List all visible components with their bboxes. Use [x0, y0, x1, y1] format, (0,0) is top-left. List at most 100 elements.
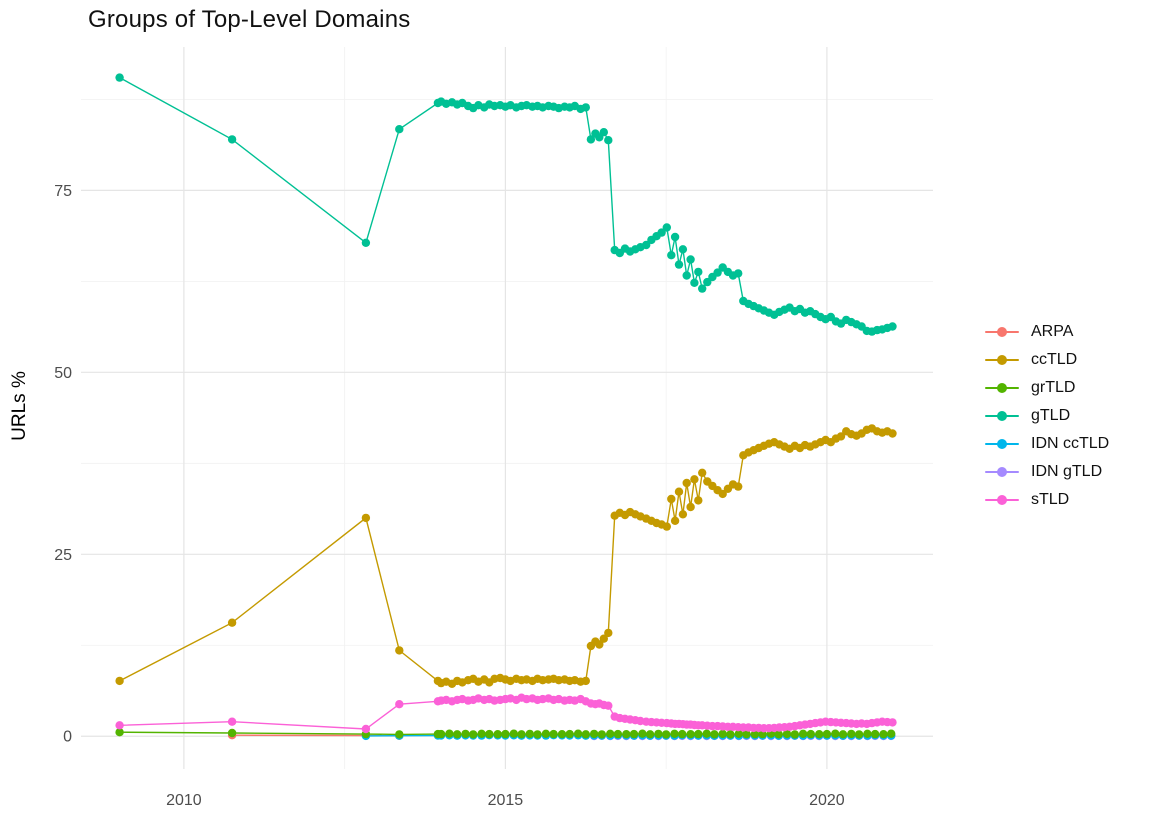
series-line-gTLD: [119, 76, 893, 333]
series-point-ccTLD: [836, 432, 846, 441]
series-point-gTLD: [670, 232, 680, 242]
series-point-grTLD: [694, 729, 703, 739]
legend-label-ccTLD: ccTLD: [1031, 351, 1078, 368]
series-point-ccTLD: [599, 634, 608, 643]
series-point-ccTLD: [888, 429, 897, 438]
series-point-grTLD: [718, 729, 727, 739]
series-point-grTLD: [734, 729, 743, 738]
series-point-grTLD: [702, 729, 711, 738]
series-point-ccTLD: [686, 502, 695, 512]
legend-item-grTLD: grTLD: [985, 374, 1109, 402]
legend-item-ccTLD: ccTLD: [985, 346, 1109, 374]
legend-key-icon-sTLD: [985, 495, 1019, 505]
series-point-grTLD: [533, 730, 542, 739]
series-point-grTLD: [477, 729, 486, 738]
series-point-sTLD: [888, 718, 897, 727]
legend-label-IDN-gTLD: IDN gTLD: [1031, 463, 1103, 480]
legend-label-gTLD: gTLD: [1031, 407, 1071, 424]
series-point-grTLD: [613, 729, 623, 739]
series-point-grTLD: [557, 730, 567, 739]
series-point-grTLD: [847, 729, 856, 739]
series-point-ccTLD: [581, 676, 590, 686]
series-point-gTLD: [686, 255, 695, 264]
series-grTLD: [115, 728, 896, 739]
series-point-grTLD: [469, 730, 478, 739]
series-point-grTLD: [509, 729, 518, 738]
series-point-ccTLD: [734, 482, 743, 491]
legend-item-sTLD: sTLD: [985, 486, 1109, 514]
series-point-grTLD: [661, 730, 671, 739]
series-point-ccTLD: [662, 522, 671, 531]
series-point-grTLD: [806, 729, 815, 739]
series-point-grTLD: [115, 728, 124, 737]
series-point-grTLD: [493, 730, 502, 739]
x-tick-label: 2015: [488, 792, 524, 809]
series-point-grTLD: [838, 730, 848, 739]
x-axis-tick-labels: 2010 2015 2020: [166, 792, 845, 809]
series-point-gTLD: [703, 277, 712, 287]
series-point-grTLD: [887, 729, 896, 738]
series-point-grTLD: [549, 729, 558, 739]
series-point-ccTLD: [698, 468, 707, 477]
series-point-grTLD: [686, 730, 695, 739]
series-point-ccTLD: [674, 487, 684, 496]
series-point-gTLD: [888, 322, 897, 331]
series-point-grTLD: [863, 729, 872, 738]
grid-minor: [81, 47, 933, 769]
series-point-grTLD: [589, 729, 599, 739]
series-point-ccTLD: [678, 510, 688, 519]
series-point-gTLD: [667, 251, 676, 260]
series-point-grTLD: [565, 729, 574, 739]
legend: ARPA ccTLD grTLD gTLD IDN ccTLD IDN gTLD sTLD: [985, 318, 1109, 514]
grid-major: [81, 47, 933, 769]
series-point-grTLD: [436, 729, 446, 739]
series-point-grTLD: [710, 730, 719, 739]
series-point-ccTLD: [395, 646, 404, 655]
series-point-grTLD: [501, 729, 510, 739]
series-point-ccTLD: [227, 618, 237, 627]
series-point-ccTLD: [682, 478, 691, 488]
y-tick-label: 25: [54, 547, 72, 564]
legend-item-IDN-ccTLD: IDN ccTLD: [985, 430, 1109, 458]
series-point-grTLD: [870, 729, 880, 739]
series-point-grTLD: [815, 730, 824, 739]
series-point-gTLD: [599, 128, 608, 137]
y-axis-tick-labels: 0 25 50 75: [54, 183, 72, 746]
series-point-ccTLD: [694, 496, 703, 505]
series-point-grTLD: [629, 729, 639, 739]
series-point-ccTLD: [667, 494, 676, 504]
series-point-ccTLD: [718, 489, 727, 499]
series-point-sTLD: [115, 721, 124, 730]
series-point-gTLD: [604, 136, 613, 145]
legend-label-sTLD: sTLD: [1031, 491, 1070, 508]
series-point-grTLD: [654, 729, 663, 739]
series-point-grTLD: [782, 729, 792, 739]
series-point-grTLD: [581, 730, 590, 739]
series-point-gTLD: [657, 228, 666, 237]
series-point-ccTLD: [690, 475, 699, 484]
series-point-ccTLD: [115, 676, 124, 686]
legend-key-icon-ccTLD: [985, 355, 1019, 365]
series-point-grTLD: [854, 730, 864, 739]
series-point-gTLD: [678, 245, 688, 254]
x-tick-label: 2020: [809, 792, 845, 809]
series-point-grTLD: [774, 730, 783, 739]
series-point-gTLD: [674, 260, 684, 269]
series-point-ccTLD: [604, 628, 613, 638]
legend-key-icon-grTLD: [985, 383, 1019, 393]
legend-item-IDN-gTLD: IDN gTLD: [985, 458, 1109, 486]
series-point-grTLD: [750, 730, 760, 739]
series-point-grTLD: [573, 729, 583, 738]
series-point-gTLD: [698, 284, 707, 293]
series-point-grTLD: [742, 729, 751, 739]
series-point-grTLD: [517, 730, 526, 739]
series-point-grTLD: [726, 730, 735, 739]
series-point-grTLD: [485, 729, 494, 739]
legend-key-icon-gTLD: [985, 411, 1019, 421]
series-point-grTLD: [678, 729, 687, 739]
series-point-grTLD: [227, 728, 237, 738]
x-tick-label: 2010: [166, 792, 202, 809]
series-point-grTLD: [395, 730, 404, 739]
